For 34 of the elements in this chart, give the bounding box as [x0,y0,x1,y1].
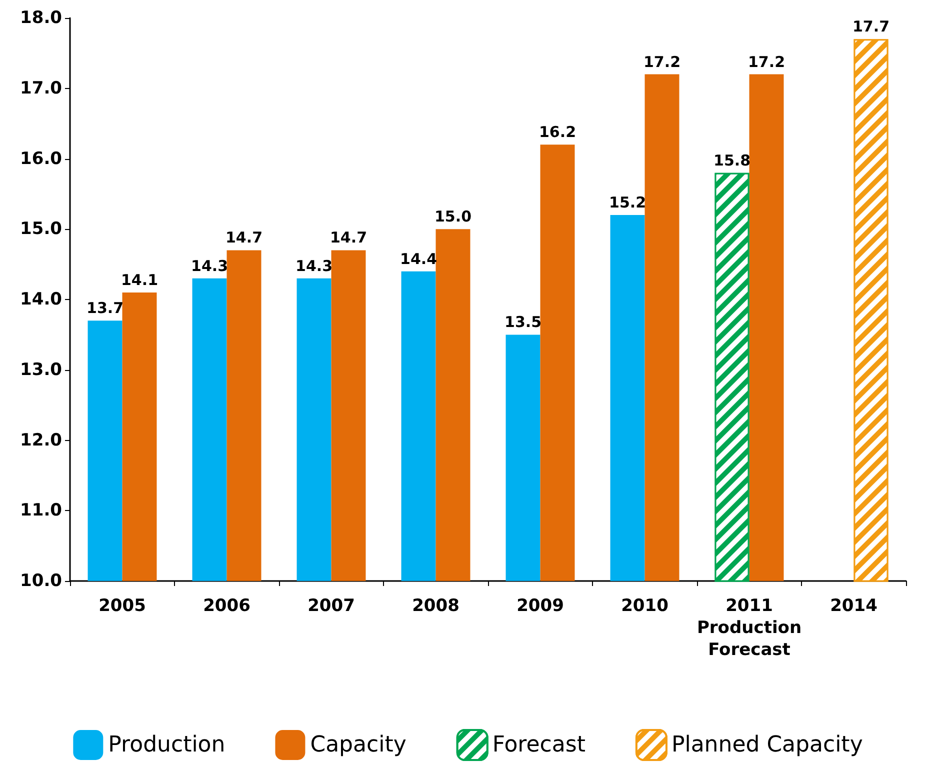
y-tick-label: 15.0 [20,219,62,240]
legend-label: Capacity [310,732,406,758]
x-tick-label: 2011 Production Forecast [696,596,802,660]
x-tick-label: 2007 [308,596,355,616]
data-label: 13.5 [504,313,542,332]
y-tick-label: 17.0 [20,78,62,98]
data-label: 14.3 [191,256,228,275]
data-label: 15.0 [434,208,472,226]
x-tick-label: 2008 [412,596,460,616]
y-tick-label: 14.0 [20,290,62,310]
data-label: 14.3 [296,256,333,275]
data-label: 14.7 [330,228,367,247]
y-tick-label: 10.0 [20,571,62,591]
data-label: 13.7 [86,299,124,318]
x-tick-label: 2006 [203,596,250,616]
y-tick-label: 12.0 [20,430,62,450]
data-label: 17.7 [852,18,890,36]
x-tick-label: 2014 [830,596,878,616]
y-tick-label: 13.0 [20,360,62,380]
data-label: 17.2 [748,52,785,71]
x-tick-label: 2010 [621,596,669,616]
legend-label: Forecast [492,732,586,758]
legend-label: Production [108,732,226,758]
data-label: 14.7 [225,228,262,247]
data-label: 14.1 [120,270,158,289]
y-tick-label: 16.0 [20,148,62,169]
data-label: 16.2 [538,123,576,142]
data-label: 15.2 [609,194,646,212]
x-tick-label: 2009 [516,596,564,616]
y-tick-label: 11.0 [20,500,62,521]
x-tick-label: 2005 [98,596,146,616]
data-label: 17.2 [643,52,680,71]
y-tick-label: 18.0 [20,8,62,28]
legend-label: Planned Capacity [671,732,863,758]
